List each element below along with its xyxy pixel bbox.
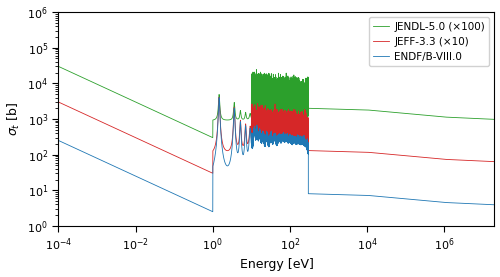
JENDL-5.0 (×100)	[64, 69, 70, 72]
JEFF-3.3 (×10)	[216, 96, 222, 99]
JEFF-3.3 (×10)	[258, 112, 264, 116]
JENDL-5.0 (×100)	[258, 84, 264, 88]
JENDL-5.0 (×100)	[224, 118, 230, 122]
Line: JENDL-5.0 (×100): JENDL-5.0 (×100)	[58, 66, 494, 138]
ENDF/B-VIII.0	[210, 210, 216, 213]
X-axis label: Energy [eV]: Energy [eV]	[240, 258, 314, 271]
JEFF-3.3 (×10)	[136, 137, 141, 141]
JEFF-3.3 (×10)	[171, 154, 177, 157]
ENDF/B-VIII.0	[492, 203, 498, 206]
ENDF/B-VIII.0	[171, 192, 177, 196]
ENDF/B-VIII.0	[224, 164, 230, 167]
ENDF/B-VIII.0	[136, 176, 141, 179]
ENDF/B-VIII.0	[64, 143, 70, 146]
JENDL-5.0 (×100)	[210, 136, 216, 139]
JENDL-5.0 (×100)	[390, 111, 396, 114]
JENDL-5.0 (×100)	[171, 118, 177, 121]
ENDF/B-VIII.0	[56, 139, 62, 142]
Line: ENDF/B-VIII.0: ENDF/B-VIII.0	[58, 98, 494, 212]
ENDF/B-VIII.0	[258, 137, 264, 140]
Legend: JENDL-5.0 (×100), JEFF-3.3 (×10), ENDF/B-VIII.0: JENDL-5.0 (×100), JEFF-3.3 (×10), ENDF/B…	[370, 17, 489, 66]
JENDL-5.0 (×100)	[56, 65, 62, 68]
JEFF-3.3 (×10)	[492, 160, 498, 163]
ENDF/B-VIII.0	[390, 196, 396, 199]
JENDL-5.0 (×100)	[136, 102, 141, 105]
JEFF-3.3 (×10)	[390, 153, 396, 156]
Y-axis label: $\sigma_t$ [b]: $\sigma_t$ [b]	[6, 102, 22, 136]
JEFF-3.3 (×10)	[224, 149, 230, 152]
JEFF-3.3 (×10)	[56, 100, 62, 104]
Line: JEFF-3.3 (×10): JEFF-3.3 (×10)	[58, 97, 494, 173]
JENDL-5.0 (×100)	[492, 118, 498, 121]
JEFF-3.3 (×10)	[210, 171, 216, 175]
JEFF-3.3 (×10)	[64, 104, 70, 108]
ENDF/B-VIII.0	[216, 96, 222, 99]
